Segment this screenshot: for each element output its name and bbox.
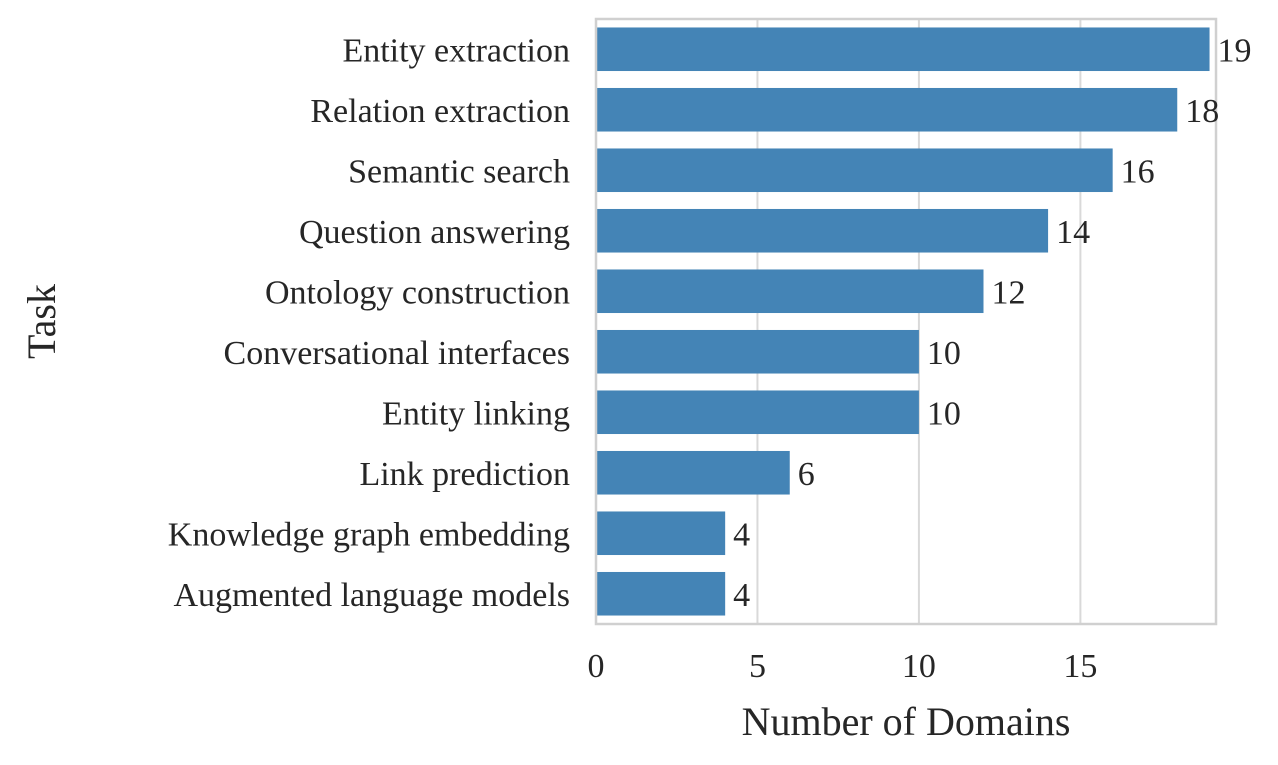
bar	[596, 208, 1049, 253]
category-labels: Entity extraction Relation extraction Sema…	[168, 32, 570, 614]
bar	[596, 269, 984, 314]
bar	[596, 87, 1178, 132]
value-label: 12	[992, 274, 1026, 311]
category-label: Augmented language models	[173, 577, 570, 614]
x-tick-label: 0	[588, 648, 605, 685]
x-axis-title: Number of Domains	[742, 699, 1071, 744]
x-tick-labels: 0 5 10 15	[588, 648, 1098, 685]
plot-frame	[594, 17, 1218, 626]
category-label: Semantic search	[348, 153, 570, 190]
value-label: 16	[1121, 153, 1155, 190]
value-label: 10	[927, 395, 961, 432]
x-tick-label: 10	[902, 648, 936, 685]
bar	[596, 571, 726, 616]
bar	[596, 390, 919, 435]
bar	[596, 450, 790, 495]
value-label: 6	[798, 456, 815, 493]
y-axis-title: Task	[19, 284, 64, 359]
value-label: 4	[733, 577, 750, 614]
category-label: Entity extraction	[342, 32, 570, 69]
value-label: 19	[1218, 32, 1252, 69]
category-label: Question answering	[299, 214, 570, 251]
category-label: Conversational interfaces	[224, 335, 570, 372]
value-label: 10	[927, 335, 961, 372]
category-label: Entity linking	[382, 395, 570, 432]
bar	[596, 329, 919, 374]
value-labels: 19 18 16 14 12 10 10 6 4 4	[733, 32, 1251, 614]
x-tick-label: 15	[1063, 648, 1097, 685]
bar	[596, 27, 1210, 72]
value-label: 18	[1185, 93, 1219, 130]
category-label: Relation extraction	[310, 93, 570, 130]
bar	[596, 511, 726, 556]
value-label: 4	[733, 516, 750, 553]
value-label: 14	[1056, 214, 1090, 251]
category-label: Knowledge graph embedding	[168, 516, 570, 553]
bar	[596, 148, 1113, 193]
category-label: Ontology construction	[265, 274, 570, 311]
bars	[596, 27, 1210, 616]
x-tick-label: 5	[749, 648, 766, 685]
category-label: Link prediction	[359, 456, 570, 493]
